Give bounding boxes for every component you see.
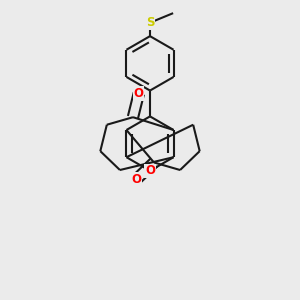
Text: O: O [131,173,141,186]
Text: O: O [145,164,155,177]
Text: S: S [146,16,154,29]
Text: O: O [134,87,144,100]
